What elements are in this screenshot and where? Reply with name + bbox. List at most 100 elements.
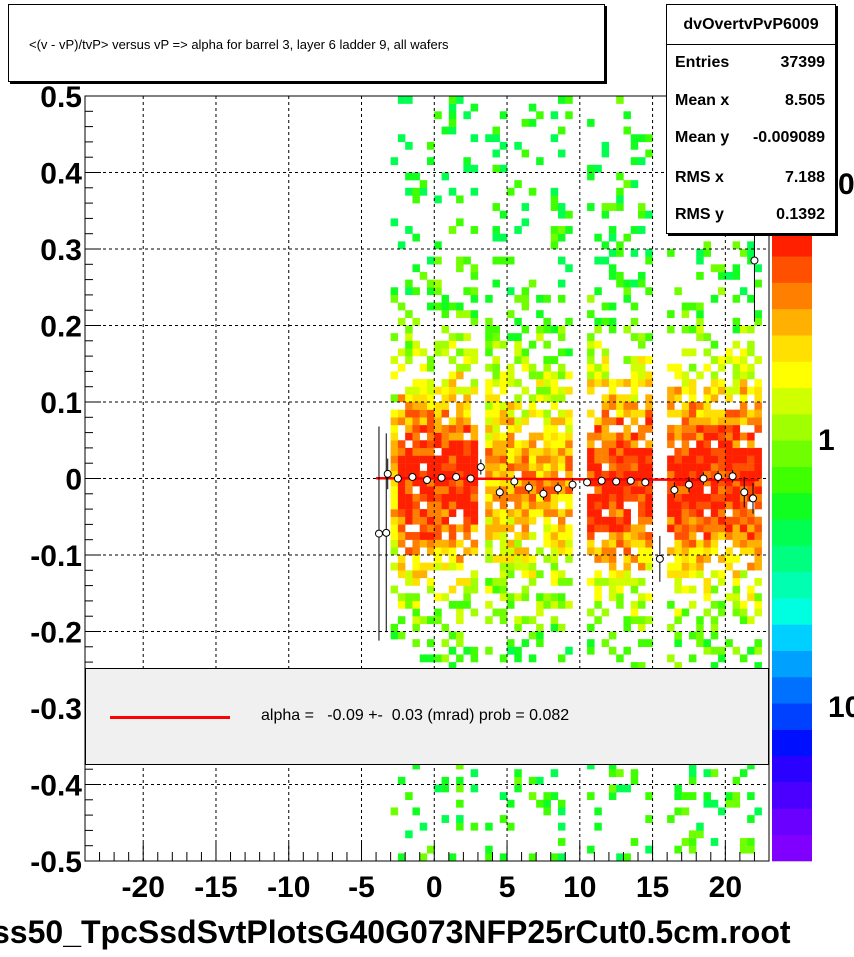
heat-cell: [507, 486, 515, 494]
heat-cell: [681, 509, 690, 517]
heat-cell: [747, 524, 755, 533]
heat-cell: [470, 440, 479, 449]
heat-cell: [514, 317, 522, 326]
heat-cell: [536, 447, 544, 456]
heat-cell: [507, 371, 515, 380]
y-tick-label: 0.3: [40, 234, 82, 267]
heat-cell: [390, 509, 399, 517]
heat-cell: [456, 562, 464, 571]
profile-point: [568, 480, 577, 489]
heat-cell: [703, 539, 711, 548]
heat-cell: [434, 616, 442, 625]
heat-cell: [747, 363, 755, 372]
heat-cell: [587, 509, 595, 517]
heat-cell: [638, 539, 646, 548]
heat-cell: [710, 371, 719, 380]
heat-cell: [688, 409, 697, 418]
stats-label: Entries: [675, 54, 730, 71]
heat-cell: [645, 424, 653, 433]
heat-cell: [696, 249, 704, 257]
heat-cell: [405, 600, 413, 609]
heat-cell: [470, 379, 479, 387]
heat-cell: [441, 539, 450, 548]
fit-legend-line: [110, 716, 230, 719]
heat-cell: [397, 776, 406, 785]
heat-cell: [557, 409, 566, 418]
heat-cell: [703, 646, 711, 655]
palette-swatch: [772, 624, 812, 651]
heat-cell: [601, 486, 610, 494]
heat-cell: [739, 402, 748, 410]
heat-cell: [456, 486, 464, 494]
heat-cell: [492, 478, 500, 487]
y-tick-label: -0.5: [30, 846, 82, 879]
heat-cell: [696, 432, 704, 441]
heat-cell: [688, 447, 697, 456]
heat-cell: [616, 187, 624, 196]
heat-cell: [565, 264, 573, 273]
heat-cell: [470, 356, 479, 364]
y-tick-label: 0.4: [40, 158, 82, 191]
heat-cell: [463, 532, 471, 540]
heat-cell: [739, 417, 748, 426]
heat-cell: [674, 570, 682, 579]
stats-row-mean-y: Mean y -0.009089: [667, 120, 835, 156]
heat-cell: [499, 470, 508, 479]
heat-cell: [594, 447, 602, 456]
heat-cell: [718, 807, 726, 816]
heat-cell: [441, 302, 450, 311]
heat-cell: [608, 249, 617, 257]
heat-cell: [630, 470, 639, 479]
heat-cell: [587, 340, 595, 349]
heat-cell: [463, 164, 471, 173]
heat-cell: [427, 470, 435, 479]
heat-cell: [550, 379, 559, 387]
heat-cell: [514, 539, 522, 548]
heat-cell: [681, 379, 690, 387]
heat-cell: [499, 539, 508, 548]
heat-cell: [667, 600, 675, 609]
heat-cell: [485, 524, 493, 533]
heat-cell: [557, 822, 566, 831]
heat-cell: [492, 333, 500, 341]
heat-cell: [754, 532, 762, 540]
heat-cell: [543, 417, 551, 426]
heat-cell: [536, 371, 544, 380]
heat-cell: [739, 249, 748, 257]
heat-cell: [696, 570, 704, 579]
heat-cell: [754, 470, 762, 479]
heat-cell: [507, 600, 515, 609]
heat-cell: [688, 585, 697, 594]
heat-cell: [630, 769, 639, 778]
heat-cell: [616, 853, 624, 861]
profile-point: [437, 473, 446, 482]
profile-points: [374, 199, 759, 641]
heat-cell: [688, 432, 697, 441]
heat-cell: [674, 501, 682, 510]
heat-cell: [667, 623, 675, 632]
heat-cell: [645, 134, 653, 143]
heat-cell: [667, 409, 675, 418]
heat-cell: [405, 577, 413, 586]
heat-cell: [601, 539, 610, 548]
heat-cell: [521, 639, 530, 647]
heat-cell: [608, 562, 617, 571]
heat-cell: [623, 577, 631, 586]
heat-cell: [688, 509, 697, 517]
heat-cell: [434, 417, 442, 426]
heat-cell: [594, 363, 602, 372]
heat-cell: [521, 585, 530, 594]
heat-cell: [630, 249, 639, 257]
heat-cell: [601, 356, 610, 364]
heat-cell: [565, 440, 573, 449]
heat-cell: [645, 149, 653, 158]
heat-cell: [739, 455, 748, 464]
heat-cell: [550, 478, 559, 487]
heat-cell: [441, 593, 450, 602]
heat-cell: [550, 195, 559, 204]
heat-cell: [456, 539, 464, 548]
heat-cell: [667, 386, 675, 395]
heat-cell: [703, 593, 711, 602]
x-tick-label: 20: [709, 871, 742, 904]
heat-cell: [608, 203, 617, 211]
